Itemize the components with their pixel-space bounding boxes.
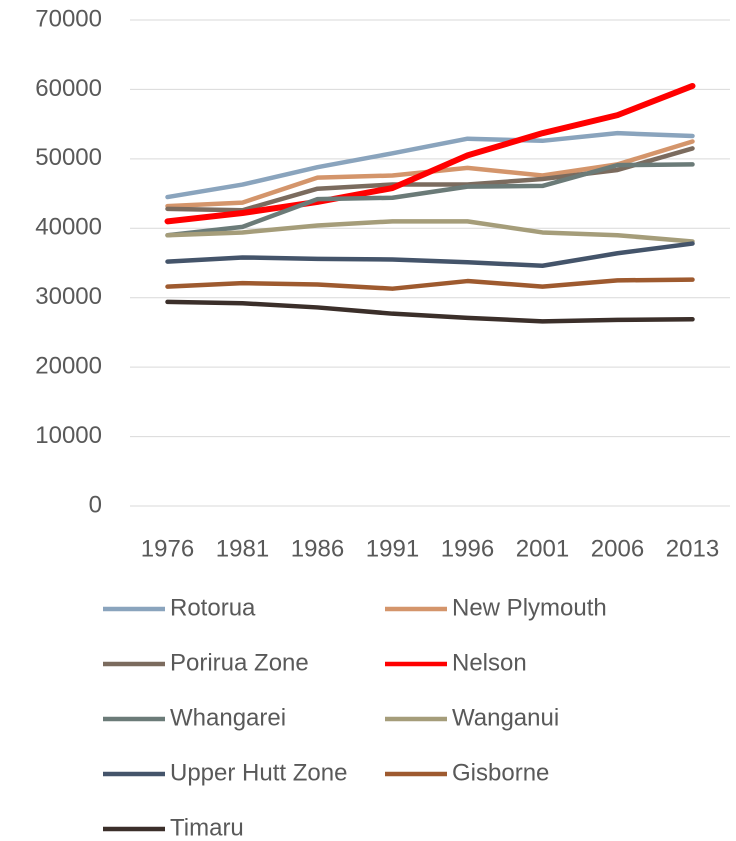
y-tick-label: 70000: [35, 5, 102, 32]
x-tick-label: 2001: [516, 535, 569, 562]
legend-label: Whangarei: [170, 704, 286, 731]
y-tick-label: 30000: [35, 283, 102, 310]
series-line: [165, 241, 695, 269]
legend-label: Porirua Zone: [170, 649, 309, 676]
y-tick-label: 0: [89, 491, 102, 518]
x-tick-label: 1986: [291, 535, 344, 562]
legend-label: Gisborne: [452, 759, 549, 786]
x-tick-label: 1981: [216, 535, 269, 562]
series-line: [165, 219, 695, 244]
x-tick-label: 1976: [141, 535, 194, 562]
series-line: [165, 277, 695, 291]
legend-label: Upper Hutt Zone: [170, 759, 347, 786]
y-tick-label: 10000: [35, 422, 102, 449]
legend-label: Timaru: [170, 814, 244, 841]
x-tick-label: 1996: [441, 535, 494, 562]
y-tick-label: 20000: [35, 352, 102, 379]
legend-label: Nelson: [452, 649, 527, 676]
series-line: [165, 162, 695, 238]
series-line: [165, 299, 695, 324]
x-tick-label: 2006: [591, 535, 644, 562]
y-tick-label: 40000: [35, 214, 102, 241]
x-tick-label: 2013: [666, 535, 719, 562]
y-tick-label: 60000: [35, 75, 102, 102]
series-line: [165, 130, 695, 200]
legend-label: Rotorua: [170, 594, 256, 621]
x-tick-label: 1991: [366, 535, 419, 562]
series-line: [164, 82, 696, 225]
legend-label: Wanganui: [452, 704, 559, 731]
series-line: [165, 146, 695, 213]
y-tick-label: 50000: [35, 144, 102, 171]
legend-label: New Plymouth: [452, 594, 607, 621]
